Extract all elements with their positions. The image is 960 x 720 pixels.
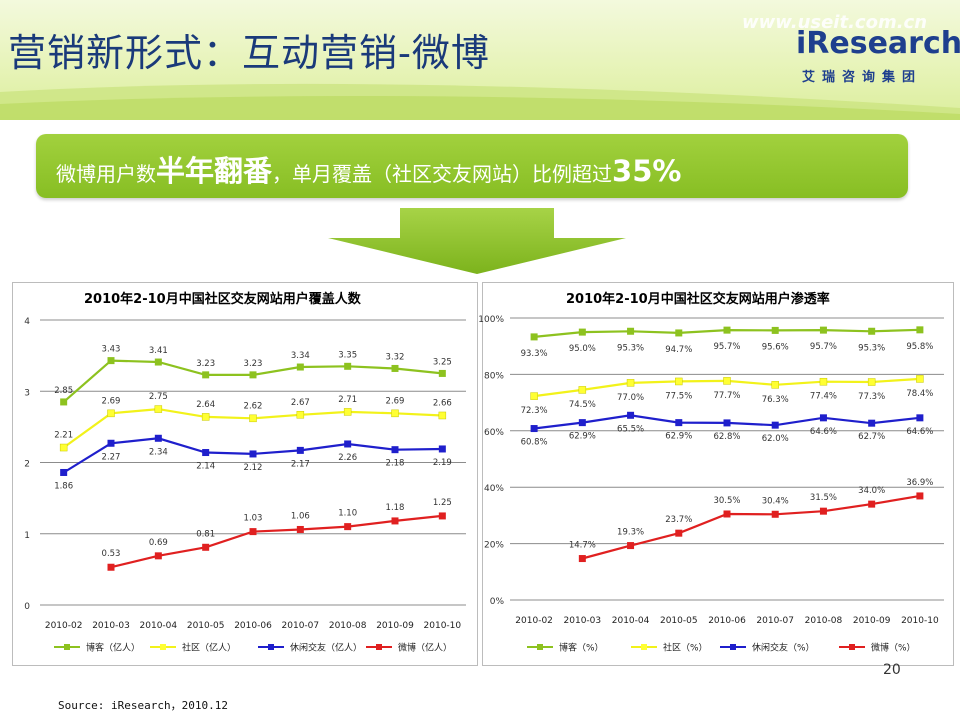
logo-chinese-name: 艾瑞咨询集团 bbox=[802, 70, 923, 85]
headline-emphasis-1: 半年翻番 bbox=[156, 154, 273, 188]
headline-emphasis-2: 35% bbox=[612, 154, 682, 188]
watermark: www.useit.com.cn bbox=[742, 12, 928, 33]
down-arrow-icon bbox=[328, 208, 626, 274]
chart-panel-penetration bbox=[482, 282, 954, 666]
headline-banner: 微博用户数半年翻番，单月覆盖（社区交友网站）比例超过35% bbox=[36, 134, 908, 198]
chart-title-penetration: 2010年2-10月中国社区交友网站用户渗透率 bbox=[566, 292, 830, 307]
header-band: 营销新形式：互动营销-微博 www.useit.com.cn iResearch… bbox=[0, 0, 960, 120]
logo-text: iResearch bbox=[796, 26, 960, 61]
iresearch-logo: iResearch bbox=[796, 26, 960, 61]
chart-title-coverage: 2010年2-10月中国社区交友网站用户覆盖人数 bbox=[84, 292, 361, 307]
source-note: Source: iResearch，2010.12 bbox=[58, 699, 228, 712]
header-swoosh bbox=[0, 83, 960, 120]
headline-part-1: 微博用户数 bbox=[56, 162, 156, 186]
page-title: 营销新形式：互动营销-微博 bbox=[8, 31, 490, 75]
chart-panel-coverage bbox=[12, 282, 478, 666]
page-number: 20 bbox=[883, 662, 901, 678]
headline-text: 微博用户数半年翻番，单月覆盖（社区交友网站）比例超过35% bbox=[56, 148, 681, 190]
headline-part-2: ，单月覆盖（社区交友网站）比例超过 bbox=[272, 162, 613, 186]
